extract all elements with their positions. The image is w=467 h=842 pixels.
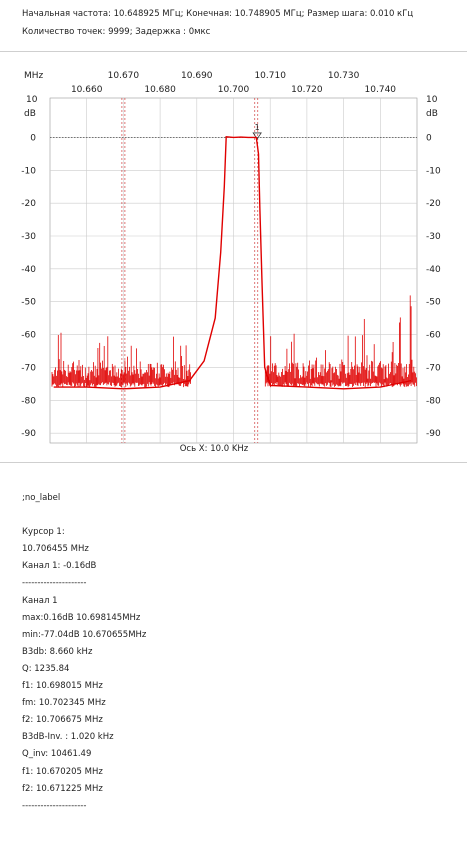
x-axis-label: Ось X: 10.0 KHz [180, 444, 249, 454]
y-tick-label: -60 [426, 331, 441, 341]
y-tick-label: -60 [21, 331, 36, 341]
x-unit-label: MHz [24, 71, 44, 81]
y-tick-label: -40 [21, 265, 36, 275]
y-tick-label: -90 [426, 429, 441, 439]
x-tick-label: 10.690 [181, 71, 213, 81]
chart-ticks: 0 0 -10 -10 -20 -20 -30 -30 -40 -40 -50 -50 -60 -60 -7… [21, 71, 441, 439]
cursor-marker [252, 132, 262, 140]
report-line: Канал 1 [22, 595, 58, 606]
report-line: f1: 10.670205 MHz [22, 766, 103, 777]
y-tick-label: -50 [426, 298, 441, 308]
y-unit-value-left: 10 [26, 95, 38, 105]
y-tick-label: -70 [426, 363, 441, 373]
report-line: B3db: 8.660 kHz [22, 646, 93, 657]
x-tick-label: 10.740 [365, 85, 397, 95]
chart-divider [0, 462, 467, 463]
report-line: f1: 10.698015 MHz [22, 681, 103, 692]
y-unit-label-left: dB [24, 109, 36, 119]
cursor-marker-label: 1 [255, 123, 260, 132]
y-tick-label: -50 [21, 298, 36, 308]
y-tick-label: -10 [21, 166, 36, 176]
spectrum-chart: 0 0 -10 -10 -20 -20 -30 -30 -40 -40 -50 -50 -60 -60 -7… [21, 71, 441, 454]
y-tick-label: -20 [426, 199, 441, 209]
report-line: fm: 10.702345 MHz [22, 698, 106, 709]
y-tick-label: -20 [21, 199, 36, 209]
x-tick-label: 10.720 [291, 85, 323, 95]
report-line: B3dB-Inv. : 1.020 kHz [22, 732, 114, 743]
report-line: max:0.16dB 10.698145MHz [22, 612, 141, 623]
measurement-report: ;no_label Курсор 1: 10.706455 MHz Канал 1: … [22, 490, 146, 815]
header-sweep-params: Начальная частота: 10.648925 МГц; Конечн… [22, 9, 414, 19]
report-line: 10.706455 MHz [22, 544, 89, 555]
x-tick-label: 10.660 [71, 85, 103, 95]
y-tick-label: -80 [21, 396, 36, 406]
report-line [22, 507, 146, 524]
report-line: ;no_label [22, 493, 61, 503]
y-tick-label: 0 [30, 133, 36, 143]
y-tick-label: -30 [21, 232, 36, 242]
y-tick-label: -80 [426, 396, 441, 406]
x-tick-label: 10.700 [218, 85, 250, 95]
y-tick-label: 0 [426, 133, 432, 143]
report-line: Q: 1235.84 [22, 663, 70, 674]
report-line: Q_inv: 10461.49 [22, 749, 92, 760]
report-line: f2: 10.706675 MHz [22, 715, 103, 726]
y-unit-value-right: 10 [426, 95, 438, 105]
y-tick-label: -30 [426, 232, 441, 242]
x-tick-label: 10.670 [108, 71, 140, 81]
report-line: min:-77.04dB 10.670655MHz [22, 629, 147, 640]
y-tick-label: -10 [426, 166, 441, 176]
y-unit-label-right: dB [426, 109, 438, 119]
report-line: f2: 10.671225 MHz [22, 783, 103, 794]
x-tick-label: 10.710 [254, 71, 286, 81]
y-tick-label: -40 [426, 265, 441, 275]
y-tick-label: -90 [21, 429, 36, 439]
x-tick-label: 10.730 [328, 71, 360, 81]
chart-grid [49, 97, 418, 444]
report-line: --------------------- [22, 578, 87, 589]
header-points-delay: Количество точек: 9999; Задержка : 0мкс [22, 27, 211, 37]
y-tick-label: -70 [21, 363, 36, 373]
series-line [53, 136, 412, 390]
report-line: Курсор 1: [22, 527, 65, 538]
report-line: --------------------- [22, 800, 87, 811]
x-tick-label: 10.680 [144, 85, 176, 95]
chart-series [51, 136, 417, 390]
header-divider [0, 51, 467, 52]
report-line: Канал 1: -0.16dB [22, 561, 97, 572]
